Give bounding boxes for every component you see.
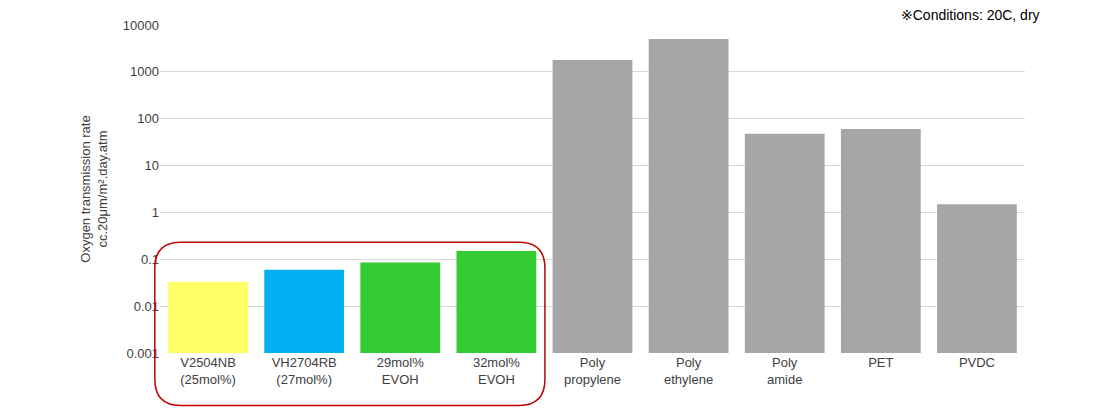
svg-text:PVDC: PVDC (959, 355, 995, 370)
svg-text:Oxygen transmission ratecc.20μ: Oxygen transmission ratecc.20μm/m².day.a… (78, 115, 110, 262)
svg-text:1: 1 (152, 205, 159, 220)
svg-text:V2504NB(25mol%): V2504NB(25mol%) (180, 355, 236, 387)
svg-text:0.001: 0.001 (126, 346, 159, 361)
svg-text:0.01: 0.01 (134, 299, 159, 314)
svg-text:10000: 10000 (123, 18, 159, 33)
svg-text:Polypropylene: Polypropylene (564, 355, 621, 387)
svg-text:0.1: 0.1 (141, 252, 159, 267)
svg-text:10: 10 (145, 158, 159, 173)
svg-text:1000: 1000 (130, 64, 159, 79)
svg-text:Polyethylene: Polyethylene (664, 355, 713, 387)
svg-text:VH2704RB(27mol%): VH2704RB(27mol%) (272, 355, 337, 387)
svg-text:※Conditions: 20C, dry: ※Conditions: 20C, dry (901, 7, 1040, 23)
svg-text:32mol%EVOH: 32mol%EVOH (473, 355, 520, 387)
svg-text:PET: PET (868, 355, 893, 370)
svg-text:100: 100 (137, 111, 159, 126)
svg-text:Polyamide: Polyamide (767, 355, 802, 387)
svg-text:29mol%EVOH: 29mol%EVOH (377, 355, 424, 387)
